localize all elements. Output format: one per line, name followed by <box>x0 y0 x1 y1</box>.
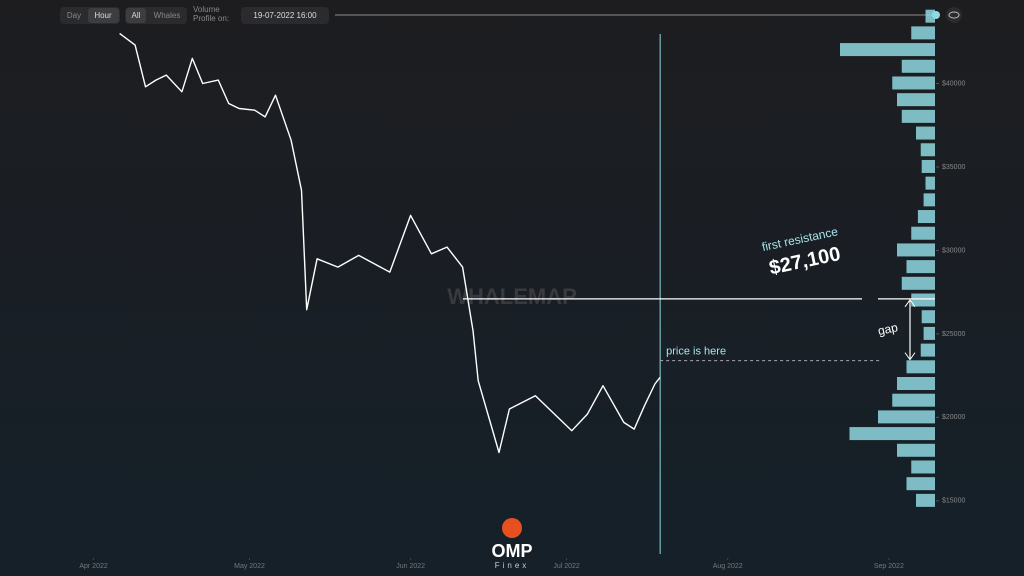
eye-button[interactable] <box>946 7 962 23</box>
y-tick-label: $20000 <box>942 414 965 421</box>
x-tick-label: Jun 2022 <box>396 563 425 570</box>
toggle-active[interactable] <box>126 8 146 23</box>
volume-bar <box>901 276 935 290</box>
volume-bar <box>897 377 935 390</box>
volume-bar <box>923 326 935 340</box>
profile-label: Volume Profile on: <box>193 5 230 23</box>
x-tick-label: Aug 2022 <box>713 563 743 570</box>
date-input[interactable] <box>241 7 329 24</box>
volume-bar <box>892 393 935 407</box>
volume-bar <box>897 243 935 257</box>
volume-bar <box>911 293 935 307</box>
annotation: price is here <box>666 346 726 358</box>
annotation: gap <box>877 320 900 338</box>
volume-bar <box>920 143 935 157</box>
volume-bar <box>901 109 935 123</box>
volume-bar <box>923 193 935 207</box>
volume-bar <box>921 310 935 324</box>
gap-arrow-head <box>904 298 916 361</box>
toggle-whales[interactable]: Whales <box>154 11 181 20</box>
logo-sub: Finex <box>495 561 530 570</box>
volume-bar <box>911 460 935 474</box>
date-text[interactable]: 19-07-2022 16:00 <box>253 11 317 20</box>
volume-bar <box>925 9 935 23</box>
toggle-day[interactable]: Day <box>67 11 81 20</box>
logo: OMP <box>491 541 532 561</box>
volume-bar <box>897 93 935 107</box>
y-tick-label: $35000 <box>942 164 965 171</box>
price-line <box>119 32 661 454</box>
y-tick-label: $25000 <box>942 331 965 338</box>
profile-label-box: Volume Profile on: <box>193 5 230 23</box>
x-tick-label: May 2022 <box>234 563 265 570</box>
volume-bar <box>917 210 935 224</box>
volume-bar <box>897 443 935 457</box>
volume-bar <box>920 343 935 357</box>
volume-bar <box>916 493 935 507</box>
volume-bar <box>911 26 935 40</box>
volume-bar <box>906 477 935 491</box>
y-tick-label: $15000 <box>942 498 965 505</box>
toggle-all[interactable]: All <box>132 11 141 20</box>
volume-bar <box>892 76 935 90</box>
toggle-active[interactable] <box>88 8 119 23</box>
volume-bar <box>840 43 935 57</box>
y-tick-label: $30000 <box>942 247 965 254</box>
volume-bar <box>878 410 935 424</box>
volume-bar <box>916 126 935 140</box>
volume-bar <box>925 176 935 190</box>
toggle-hour[interactable]: Hour <box>94 11 112 20</box>
volume-bar <box>906 360 935 374</box>
volume-bar <box>921 159 935 173</box>
x-tick-label: Apr 2022 <box>79 563 108 570</box>
y-tick-label: $40000 <box>942 80 965 87</box>
volume-bar <box>911 226 935 240</box>
volume-bar <box>906 260 935 274</box>
volume-bar <box>901 59 935 73</box>
logo-icon <box>502 518 522 538</box>
eye-icon <box>948 11 960 19</box>
x-tick-label: Jul 2022 <box>553 563 580 570</box>
volume-bar <box>849 427 935 441</box>
x-tick-label: Sep 2022 <box>874 563 904 570</box>
